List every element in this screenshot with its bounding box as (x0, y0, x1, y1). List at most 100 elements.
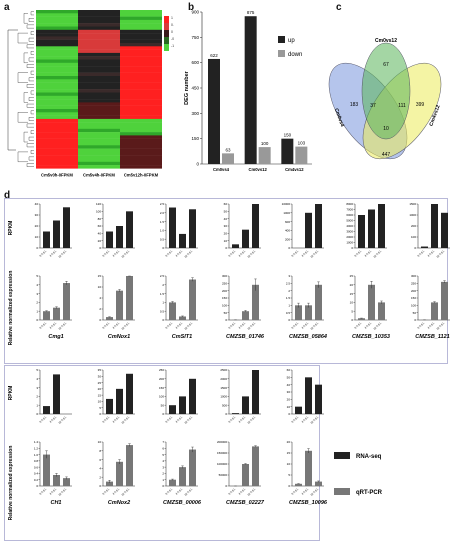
mini-y-tick-label: 2.5 (286, 282, 291, 286)
panel-d-letter: d (4, 190, 11, 201)
heatmap-cell (36, 165, 78, 169)
mini-bar (179, 396, 186, 414)
heatmap-cell (78, 148, 120, 153)
heatmap-cell (120, 142, 162, 146)
mini-y-tick-label: 80 (98, 217, 102, 221)
mini-y-tick-label: 10 (224, 239, 228, 243)
mini-bar (252, 284, 259, 320)
heatmap-cell (36, 161, 78, 166)
dendrogram-branch (28, 136, 34, 141)
mini-y-tick-label: 30 (287, 390, 291, 394)
deg-category-label: Cm4vs12 (285, 167, 304, 172)
heatmap-cell (36, 112, 78, 116)
heatmap-cell (36, 72, 78, 77)
mini-x-tick-label: 0 h p.i. (164, 249, 173, 258)
venn-set-label: Cm0vs12 (375, 38, 397, 44)
mini-bar (106, 231, 113, 248)
mini-bar (242, 396, 249, 414)
heatmap-cell (36, 155, 78, 159)
mini-x-tick-label: 0 h p.i. (227, 415, 236, 424)
mini-bar (305, 377, 312, 414)
mini-y-tick-label: 4 (162, 459, 164, 463)
mini-y-tick-label: 5 (99, 406, 101, 410)
venn-region-count: 447 (382, 152, 391, 158)
mini-y-tick-label: 2.5 (160, 274, 165, 278)
heatmap-cell (120, 92, 162, 96)
mini-bar (116, 388, 123, 414)
heatmap-cell (36, 138, 78, 143)
mini-bar (189, 378, 196, 414)
heatmap-cell (78, 92, 120, 96)
heatmap-panel: 1 0.5 0 -0.5 -1 Cm5v0h-0FPKM Cm5v4h-0FPKM Cm5v1… (7, 10, 174, 177)
venn-region-count: 111 (398, 103, 406, 109)
mini-y-tick-label: 150 (411, 296, 416, 300)
heatmap-cell (78, 158, 120, 162)
mini-y-tick-label: 0 (36, 318, 38, 322)
panel-c-letter: c (336, 2, 342, 13)
mini-bar-plot: 0 200 400 600 1000 10000 0 h p.i. 4 h p.i. 12 h … (282, 202, 324, 259)
mini-x-tick-label: 4 h p.i. (426, 249, 435, 258)
mini-y-tick-label: 0.5 (160, 237, 165, 241)
mini-x-tick-label: 12 h p.i. (57, 249, 67, 259)
mini-x-tick-label: 12 h p.i. (372, 249, 382, 259)
heatmap-cell (36, 26, 78, 30)
dendrogram-branch (30, 70, 34, 75)
dendrogram-branch (30, 51, 34, 55)
mini-x-tick-label: 4 h p.i. (174, 487, 183, 496)
mini-y-tick-label: 10 (287, 462, 291, 466)
heatmap-cell (120, 109, 162, 113)
mini-bar-plot: 0 50000 100000 150000 200000 0 h p.i. 4 h p.i.… (217, 440, 261, 497)
heatmap-cell (78, 10, 120, 14)
mini-y-tick-label: 0 (288, 412, 290, 416)
mini-bar (53, 374, 60, 414)
heatmap-cell (120, 36, 162, 40)
mini-y-tick-label: 5 (36, 274, 38, 278)
mini-y-tick-label: 50 (413, 311, 417, 315)
heatmap-legend-tick: -1 (171, 44, 174, 48)
mini-y-tick-label: 0 (36, 484, 38, 488)
heatmap-cell (120, 16, 162, 21)
heatmap-legend-swatch (164, 44, 169, 51)
mini-x-tick-label: 12 h p.i. (246, 415, 256, 425)
heatmap-cell (36, 29, 78, 34)
dendrogram-branch (30, 150, 34, 154)
mini-bar (368, 284, 375, 320)
mini-x-tick-label: 4 h p.i. (300, 249, 309, 258)
heatmap-cell (36, 49, 78, 54)
mini-y-tick-label: 4 (36, 283, 38, 287)
mini-bar (295, 483, 302, 486)
mini-bar (63, 283, 70, 320)
mini-bar (295, 305, 302, 320)
mini-y-tick-label: 30 (224, 224, 228, 228)
mini-y-tick-label: 200 (159, 377, 164, 381)
heatmap-cell (78, 66, 120, 70)
deg-bar (295, 146, 308, 164)
dendrogram-branch (23, 52, 28, 63)
mini-x-tick-label: 12 h p.i. (120, 321, 130, 331)
mini-y-tick-label: 1000 (283, 211, 290, 215)
mini-bar (252, 370, 259, 414)
mini-x-tick-label: 4 h p.i. (237, 249, 246, 258)
heatmap-cell (78, 59, 120, 63)
mini-bar (232, 244, 239, 248)
heatmap-legend-tick: -0.5 (171, 37, 174, 41)
mini-y-tick-label: 1.0 (34, 453, 39, 457)
mini-x-tick-label: 0 h p.i. (38, 487, 47, 496)
mini-x-tick-label: 0 h p.i. (290, 415, 299, 424)
mini-bar-plot: 0 2 4 10 15 0 h p.i. 4 h p.i. 12 h p.i. (98, 274, 135, 331)
heatmap-cell (120, 29, 162, 34)
mini-y-tick-label: 5 (162, 453, 164, 457)
mini-y-tick-label: 100000 (217, 462, 227, 466)
validation-legend-label: qRT-PCR (356, 490, 383, 496)
mini-x-tick-label: 4 h p.i. (237, 415, 246, 424)
gene-name-label: CMZSB_10096 (289, 500, 328, 506)
mini-bar (232, 413, 239, 414)
heatmap-cell (78, 132, 120, 136)
dendrogram-branch (28, 57, 34, 62)
mini-bar (189, 209, 196, 248)
mini-x-tick-label: 4 h p.i. (363, 321, 372, 330)
heatmap-cell (120, 151, 162, 156)
heatmap-cell (36, 158, 78, 162)
validation-grid: RPKM Relative normalized expression RPKM Re… (8, 202, 450, 520)
heatmap-cell (78, 112, 120, 116)
